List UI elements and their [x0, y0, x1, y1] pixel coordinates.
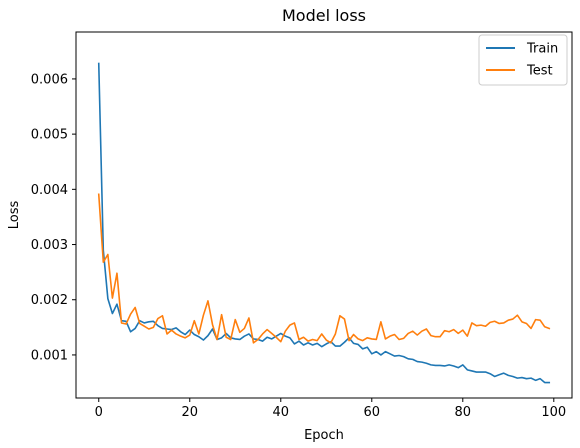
legend-label-test: Test [526, 64, 553, 79]
x-tick-label: 0 [95, 405, 103, 420]
chart-title: Model loss [282, 6, 366, 25]
y-tick-label: 0.006 [31, 72, 68, 87]
y-tick-label: 0.001 [31, 348, 68, 363]
series-layer [97, 62, 551, 384]
y-tick-label: 0.003 [31, 238, 68, 253]
x-tick-label: 40 [272, 405, 289, 420]
y-tick-label: 0.004 [31, 183, 68, 198]
series-line-test [97, 193, 551, 344]
legend: Train Test [478, 34, 568, 86]
axis-layer: 0 20 40 60 80 100 0.001 0.002 0.003 0.004 0.005 0.0… [31, 72, 566, 420]
plot-frame [75, 31, 573, 399]
legend-label-train: Train [526, 42, 558, 57]
y-tick-label: 0.005 [31, 128, 68, 143]
series-line-train [97, 62, 551, 384]
x-tick-label: 60 [364, 405, 381, 420]
y-tick-label: 0.002 [31, 293, 68, 308]
x-tick-label: 100 [541, 405, 566, 420]
x-tick-label: 20 [181, 405, 198, 420]
x-tick-label: 80 [455, 405, 472, 420]
y-axis-label: Loss [7, 201, 22, 230]
x-axis-label: Epoch [304, 428, 344, 443]
